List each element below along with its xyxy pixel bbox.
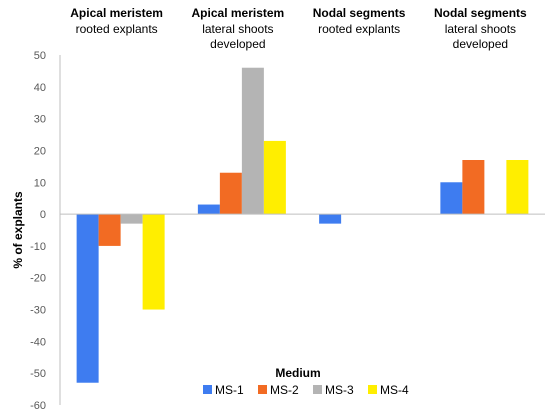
- y-tick-label: 50: [34, 50, 46, 62]
- y-tick-label: -10: [30, 241, 46, 253]
- x-axis-title: Medium: [275, 366, 320, 380]
- category-subtitle: developed: [453, 37, 508, 51]
- category-titles: Apical meristem rooted explants Apical mer…: [70, 6, 527, 51]
- bar: [506, 160, 529, 215]
- legend-label: MS-3: [325, 383, 354, 397]
- category-subtitle: rooted explants: [318, 22, 400, 36]
- category-title: Apical meristem: [70, 6, 163, 20]
- y-tick-label: -30: [30, 305, 46, 317]
- bar: [120, 214, 143, 224]
- bar: [263, 140, 286, 215]
- legend-swatch: [258, 385, 267, 394]
- bar: [319, 214, 342, 224]
- legend-swatch: [313, 385, 322, 394]
- legend-label: MS-1: [215, 383, 244, 397]
- bar: [440, 182, 463, 215]
- y-tick-label: 40: [34, 82, 46, 94]
- bar: [219, 172, 242, 215]
- category-subtitle: developed: [210, 37, 265, 51]
- bar: [76, 214, 99, 383]
- category-title: Nodal segments: [434, 6, 527, 20]
- y-tick-label: 30: [34, 114, 46, 126]
- bars: [76, 67, 529, 383]
- bar: [142, 214, 165, 310]
- y-tick-label: -40: [30, 336, 46, 348]
- y-tick-label: 20: [34, 145, 46, 157]
- y-tick-label: -20: [30, 273, 46, 285]
- y-axis-ticks: 50 40 30 20 10 0 -10 -20 -30 -40 -50 -60: [30, 50, 46, 412]
- category-subtitle: lateral shoots: [202, 22, 273, 36]
- y-tick-label: -60: [30, 400, 46, 412]
- category-subtitle: lateral shoots: [445, 22, 516, 36]
- legend: MS-1 MS-2 MS-3 MS-4: [203, 383, 409, 397]
- y-tick-label: 0: [40, 209, 46, 221]
- y-tick-label: 10: [34, 177, 46, 189]
- bar: [241, 67, 264, 215]
- y-axis-title: % of explants: [11, 191, 25, 269]
- bar: [98, 214, 121, 246]
- y-tick-label: -50: [30, 368, 46, 380]
- legend-swatch: [368, 385, 377, 394]
- legend-label: MS-4: [380, 383, 409, 397]
- bar: [462, 160, 485, 215]
- category-title: Apical meristem: [192, 6, 285, 20]
- legend-swatch: [203, 385, 212, 394]
- category-title: Nodal segments: [313, 6, 406, 20]
- category-subtitle: rooted explants: [76, 22, 158, 36]
- legend-label: MS-2: [270, 383, 299, 397]
- bar: [197, 204, 220, 215]
